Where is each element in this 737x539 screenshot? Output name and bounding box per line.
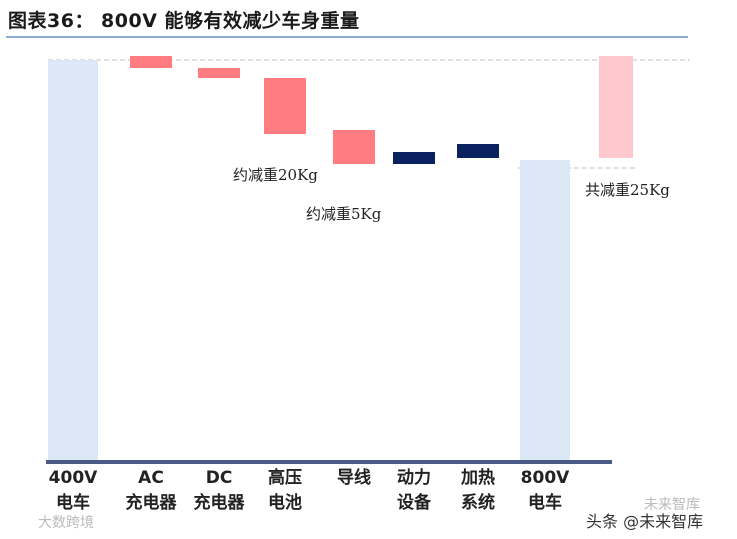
chart-title: 图表36： 800V 能够有效减少车身重量 bbox=[8, 10, 360, 32]
bar-decrease-2 bbox=[198, 68, 240, 78]
bar-decrease-5 bbox=[393, 152, 435, 164]
bar-decrease-1 bbox=[130, 56, 172, 68]
watermark-right-bottom: 头条 @未来智库 bbox=[586, 512, 704, 531]
watermark-right-top: 未来智库 bbox=[644, 497, 700, 513]
bar-decrease-6 bbox=[457, 144, 499, 158]
watermark-bottom-left: 大数跨境 bbox=[38, 515, 94, 531]
bar-saving-8 bbox=[599, 56, 633, 158]
bar-total-0 bbox=[48, 60, 98, 460]
x-tick-label-3: 高压 电池 bbox=[268, 468, 302, 513]
bar-decrease-4 bbox=[333, 130, 375, 164]
bar-total-7 bbox=[520, 160, 570, 460]
x-tick-label-2: DC 充电器 bbox=[193, 468, 245, 513]
x-tick-label-0: 400V 电车 bbox=[48, 468, 98, 513]
x-tick-label-7: 800V 电车 bbox=[520, 468, 570, 513]
x-tick-label-1: AC 充电器 bbox=[125, 468, 177, 513]
annotation-wire: 约减重5Kg bbox=[306, 205, 382, 223]
x-axis-line bbox=[46, 460, 612, 464]
annotation-battery: 约减重20Kg bbox=[233, 166, 318, 184]
x-tick-label-4: 导线 bbox=[337, 468, 371, 488]
annotation-total-saving: 共减重25Kg bbox=[585, 181, 670, 199]
x-tick-label-6: 加热 系统 bbox=[461, 468, 495, 513]
title-rule bbox=[6, 36, 688, 38]
bar-decrease-3 bbox=[264, 78, 306, 134]
x-tick-label-5: 动力 设备 bbox=[397, 468, 431, 513]
